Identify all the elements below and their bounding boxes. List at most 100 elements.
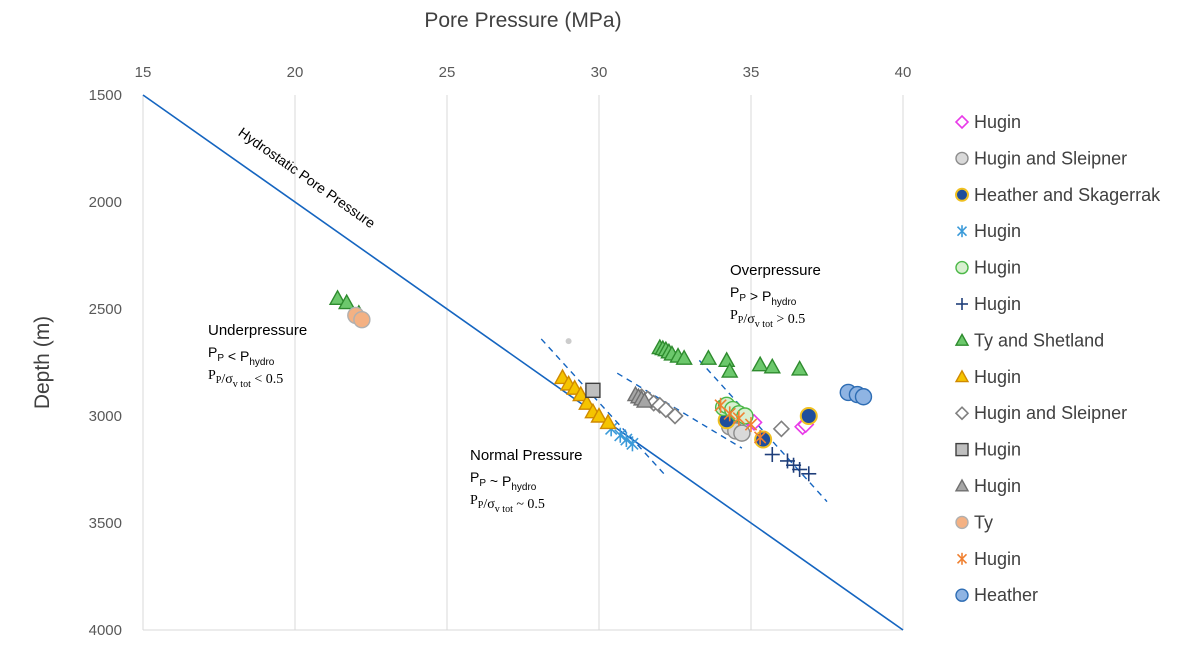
legend-item: Heather and Skagerrak [955,185,1161,205]
normal-line2: PP/σv tot ~ 0.5 [470,493,545,515]
data-point-series-4 [620,432,633,448]
legend-marker-icon [955,151,969,166]
data-point-series-7 [717,351,736,368]
data-point-series-7 [337,293,356,310]
data-point-series-9 [666,407,684,425]
legend-item: Ty [955,512,993,532]
data-point-series-13 [744,417,758,433]
overpressure-line2: PP/σv tot > 0.5 [730,308,805,330]
data-point-series-7 [328,289,347,305]
y-tick-label: 3000 [89,408,122,425]
hydrostatic-line [142,94,904,631]
legend-label: Hugin and Sleipner [974,148,1127,168]
legend-marker-icon [954,114,970,130]
legend-item: Hugin [955,440,1021,460]
normal-line1: PP ~ Phydro [470,469,537,493]
stray-data-point [565,338,572,345]
x-tick-label: 35 [743,64,760,81]
data-point-series-9 [772,420,791,438]
hydrostatic-line-label: Hydrostatic Pore Pressure [236,124,379,231]
data-point-series-6 [801,466,817,482]
legend-item: Hugin and Sleipner [954,403,1127,423]
legend-label: Hugin [974,112,1021,132]
legend-marker-icon [955,442,969,457]
x-axis-title: Pore Pressure (MPa) [424,9,621,32]
legend-label: Ty and Shetland [974,330,1104,350]
legend: Hugin Hugin and Sleipner Heather and Skage… [954,112,1161,605]
legend-marker-icon [955,588,969,602]
data-point-series-8 [578,394,596,410]
data-point-series-7 [751,355,769,372]
data-point-series-7 [699,349,718,365]
legend-marker-icon [956,552,968,565]
underpressure-line1: PP < Phydro [208,344,275,368]
overpressure-line1: PP > Phydro [730,284,797,308]
data-point-series-12 [353,311,371,329]
legend-marker-icon [955,260,969,275]
legend-label: Hugin [974,367,1021,387]
y-tick-label: 2500 [89,301,122,318]
x-tick-label: 30 [591,64,608,81]
legend-item: Hugin and Sleipner [955,148,1127,168]
x-tick-label: 15 [135,64,152,81]
underpressure-title: Underpressure [208,322,307,339]
data-point-series-7 [790,359,809,376]
data-point-series-11 [635,392,654,408]
y-tick-label: 1500 [89,87,122,104]
legend-label: Hugin [974,440,1021,460]
legend-item: Hugin [956,549,1021,569]
legend-marker-icon [954,369,970,383]
data-point-series-14 [854,388,873,406]
legend-marker-icon [954,478,970,492]
data-point-series-3 [799,407,818,425]
data-point-series-4 [626,436,639,452]
data-point-series-8 [599,413,617,430]
legend-label: Hugin [974,258,1021,278]
data-point-series-8 [590,407,608,423]
trend-line [698,359,828,503]
data-point-series-7 [721,362,739,378]
legend-marker-icon [956,225,968,238]
data-point-series-7 [675,349,693,365]
trend-line [616,372,743,449]
legend-marker-icon [954,332,970,346]
x-tick-label: 20 [287,64,304,81]
normal-title: Normal Pressure [470,447,583,464]
legend-label: Hugin [974,476,1021,496]
legend-item: Hugin [956,294,1021,314]
point-layer [328,289,873,482]
data-point-series-6 [779,453,795,469]
legend-item: Hugin [955,258,1021,278]
legend-marker-icon [955,187,969,202]
data-point-series-4 [614,427,627,443]
y-tick-label: 2000 [89,194,122,211]
data-point-series-10 [585,382,601,399]
underpressure-line2: PP/σv tot < 0.5 [208,368,283,390]
legend-marker-icon [956,298,968,310]
legend-item: Hugin [954,476,1021,496]
data-point-series-13 [732,410,746,426]
legend-label: Heather and Skagerrak [974,185,1161,205]
data-point-series-6 [764,447,780,463]
y-axis-title: Depth (m) [31,316,54,409]
axis-layer: 15 20 25 30 35 40 1500 2000 2500 3000 3500 4000 Pore… [31,9,911,639]
legend-item: Hugin [954,112,1021,132]
legend-item: Hugin [954,367,1021,387]
legend-marker-icon [955,515,969,530]
legend-marker-icon [954,406,970,421]
trend-line [540,338,667,477]
data-point-series-13 [723,406,736,422]
legend-label: Hugin and Sleipner [974,403,1127,423]
legend-label: Hugin [974,549,1021,569]
data-point-series-8 [572,385,590,402]
y-tick-label: 4000 [89,622,122,639]
legend-item: Heather [955,585,1038,605]
legend-label: Heather [974,585,1038,605]
legend-item: Hugin [956,221,1021,241]
data-point-series-6 [792,462,808,477]
overpressure-title: Overpressure [730,262,821,279]
legend-item: Ty and Shetland [954,330,1104,350]
